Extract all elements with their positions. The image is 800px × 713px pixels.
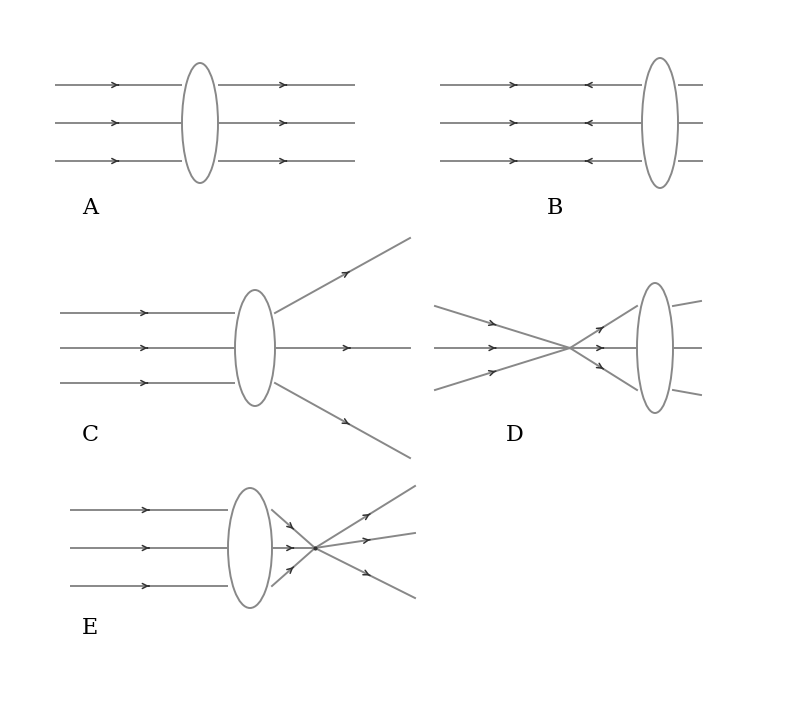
Text: B: B [547, 197, 563, 219]
Text: D: D [506, 424, 524, 446]
Text: C: C [82, 424, 98, 446]
Text: A: A [82, 197, 98, 219]
Text: E: E [82, 617, 98, 639]
